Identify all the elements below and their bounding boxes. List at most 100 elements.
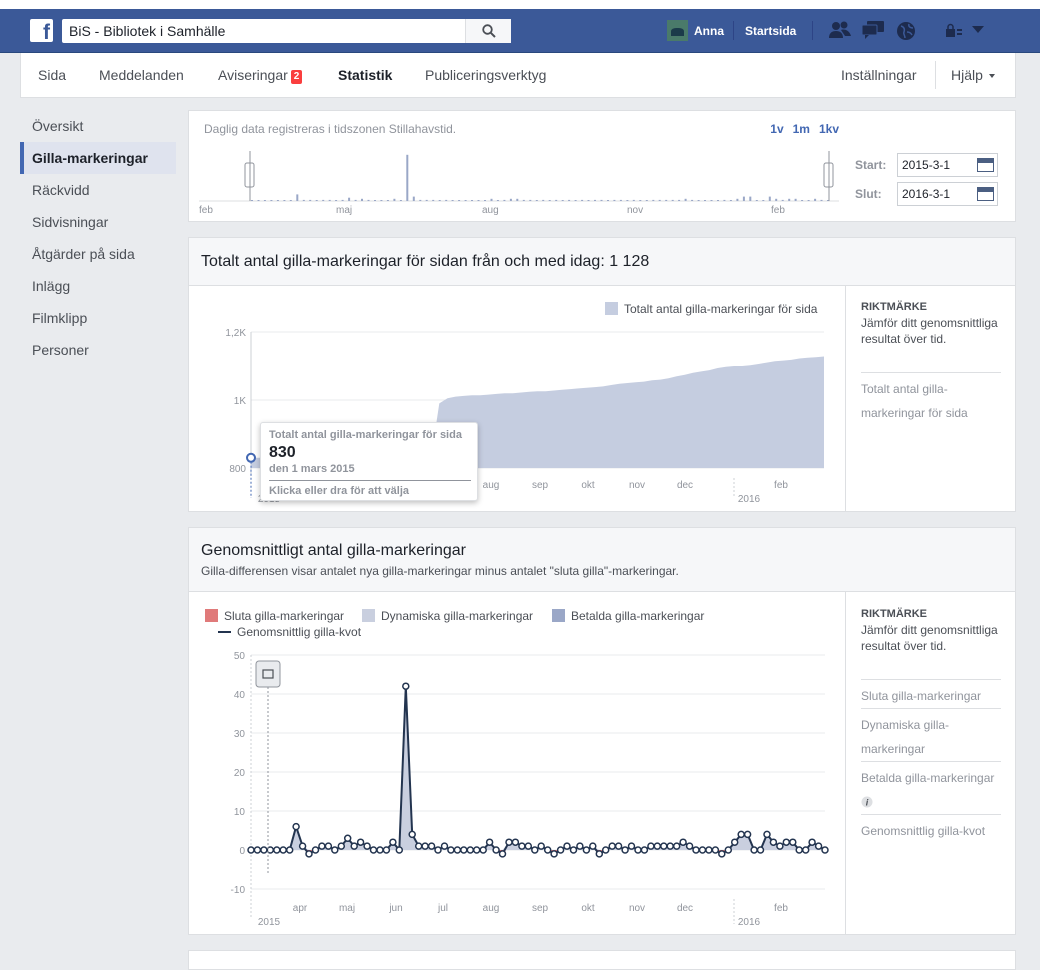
range-1q-link[interactable]: 1kv bbox=[818, 122, 839, 136]
overview-bar bbox=[425, 199, 428, 201]
average-likes-card: Genomsnittligt antal gilla-markeringar G… bbox=[188, 527, 1016, 935]
overview-bar bbox=[263, 200, 266, 201]
legend-swatch bbox=[552, 609, 565, 622]
tab-aviseringar[interactable]: Aviseringar 2 bbox=[218, 67, 303, 84]
tab-statistik[interactable]: Statistik bbox=[338, 67, 393, 83]
benchmark-link-unlikes[interactable]: Sluta gilla-markeringar bbox=[861, 679, 1001, 708]
data-point bbox=[801, 846, 810, 854]
data-point bbox=[601, 846, 610, 854]
benchmark-link-organic[interactable]: Dynamiska gilla-markeringar bbox=[861, 708, 1001, 761]
data-point bbox=[640, 846, 649, 854]
calendar-icon[interactable] bbox=[977, 187, 994, 201]
info-icon[interactable]: i bbox=[861, 796, 873, 808]
search-box[interactable] bbox=[62, 19, 511, 43]
help-menu[interactable]: Hjälp bbox=[951, 67, 995, 83]
overview-bar bbox=[807, 200, 810, 201]
average-likes-chart[interactable]: 50 40 30 20 10 0 -10 apr maj jun jul aug sep okt nov de… bbox=[189, 643, 839, 933]
benchmark-link-paid-label: Betalda gilla-markeringar bbox=[861, 771, 995, 785]
sidebar-item-atgarder[interactable]: Åtgärder på sida bbox=[32, 246, 135, 262]
search-icon bbox=[482, 24, 496, 38]
overview-bar bbox=[257, 200, 260, 201]
x-tick-label: nov bbox=[629, 903, 645, 914]
data-point bbox=[653, 842, 662, 850]
calendar-icon[interactable] bbox=[977, 158, 994, 172]
range-overview-chart[interactable]: feb maj aug nov feb bbox=[199, 151, 839, 219]
friend-requests-icon[interactable] bbox=[828, 20, 852, 40]
legend-line bbox=[218, 631, 231, 633]
tab-sida[interactable]: Sida bbox=[38, 67, 67, 83]
home-link[interactable]: Startsida bbox=[745, 24, 797, 38]
tooltip-series-name: Totalt antal gilla-markeringar för sida bbox=[269, 429, 462, 441]
tooltip-value: 830 bbox=[269, 444, 296, 461]
sidebar-item-rackvidd[interactable]: Räckvidd bbox=[32, 182, 90, 198]
benchmark-heading: RIKTMÄRKE bbox=[861, 301, 927, 313]
data-point bbox=[576, 842, 584, 850]
overview-bar bbox=[723, 199, 726, 201]
overview-bar bbox=[639, 200, 642, 201]
start-date-field[interactable]: 2015-3-1 bbox=[897, 153, 998, 177]
range-1m-link[interactable]: 1m bbox=[792, 122, 810, 136]
data-point bbox=[569, 846, 578, 854]
hover-point bbox=[246, 452, 256, 463]
range-1w-link[interactable]: 1v bbox=[770, 122, 784, 136]
x-tick-label: aug bbox=[483, 480, 500, 491]
divider bbox=[733, 21, 734, 40]
sidebar-item-oversikt[interactable]: Översikt bbox=[32, 118, 84, 134]
legend-item[interactable]: Genomsnittlig gilla-kvot bbox=[218, 625, 361, 639]
benchmark-description: Jämför ditt genomsnittliga resultat över… bbox=[861, 316, 998, 346]
data-point bbox=[479, 846, 487, 854]
data-point bbox=[692, 846, 700, 854]
overview-bar bbox=[645, 200, 648, 201]
sidebar-item-personer[interactable]: Personer bbox=[32, 342, 89, 358]
data-point bbox=[821, 846, 829, 854]
x-tick-label: maj bbox=[339, 903, 355, 914]
sidebar-item-inlagg[interactable]: Inlägg bbox=[32, 278, 71, 294]
overview-bar bbox=[768, 196, 771, 201]
benchmark-link-total-likes[interactable]: Totalt antal gilla-markeringar för sida bbox=[861, 372, 1001, 425]
search-input[interactable] bbox=[62, 19, 464, 43]
data-point bbox=[750, 846, 758, 854]
x-tick-label: jun bbox=[388, 903, 402, 914]
data-point bbox=[743, 830, 752, 839]
legend-swatch bbox=[605, 302, 618, 315]
privacy-lock-icon[interactable] bbox=[945, 23, 963, 39]
avatar[interactable] bbox=[667, 20, 688, 41]
benchmark-link-paid[interactable]: Betalda gilla-markeringar i bbox=[861, 761, 1001, 814]
search-button[interactable] bbox=[465, 19, 511, 43]
account-menu-caret-icon[interactable] bbox=[972, 26, 984, 34]
sidebar-item-sidvisningar[interactable]: Sidvisningar bbox=[32, 214, 109, 230]
overview-bar bbox=[458, 200, 461, 201]
y-tick-label: 10 bbox=[234, 807, 246, 818]
tab-meddelanden[interactable]: Meddelanden bbox=[99, 67, 184, 83]
data-point bbox=[724, 846, 733, 854]
overview-bar bbox=[788, 198, 791, 201]
data-point bbox=[382, 846, 391, 854]
overview-bar bbox=[361, 198, 363, 201]
sidebar-item-filmklipp[interactable]: Filmklipp bbox=[32, 310, 88, 326]
end-date-field[interactable]: 2016-3-1 bbox=[897, 182, 998, 206]
data-point bbox=[395, 846, 404, 854]
legend-item[interactable]: Totalt antal gilla-markeringar för sida bbox=[605, 302, 817, 316]
tab-publiceringsverktyg[interactable]: Publiceringsverktyg bbox=[425, 67, 547, 83]
data-point bbox=[782, 838, 791, 846]
overview-month-label: nov bbox=[627, 205, 643, 216]
user-name-link[interactable]: Anna bbox=[694, 24, 724, 38]
overview-bar bbox=[406, 154, 409, 201]
data-point bbox=[814, 842, 823, 850]
notifications-globe-icon[interactable] bbox=[895, 20, 917, 42]
overview-bar bbox=[471, 200, 473, 201]
next-card bbox=[188, 950, 1016, 970]
legend-item[interactable]: Dynamiska gilla-markeringar bbox=[362, 609, 533, 623]
messages-icon[interactable] bbox=[861, 20, 885, 40]
annotation-glyph bbox=[262, 669, 274, 679]
settings-link[interactable]: Inställningar bbox=[841, 67, 917, 83]
sidebar-item-gilla-markeringar[interactable]: Gilla-markeringar bbox=[20, 142, 176, 174]
legend-item[interactable]: Sluta gilla-markeringar bbox=[205, 609, 344, 623]
overview-bar bbox=[542, 199, 545, 201]
facebook-logo-icon[interactable]: f bbox=[30, 19, 53, 42]
legend-item[interactable]: Betalda gilla-markeringar bbox=[552, 609, 704, 623]
benchmark-link-net[interactable]: Genomsnittlig gilla-kvot bbox=[861, 814, 1001, 843]
annotation-marker bbox=[255, 660, 281, 873]
divider bbox=[812, 21, 813, 40]
overview-bar bbox=[451, 200, 454, 201]
